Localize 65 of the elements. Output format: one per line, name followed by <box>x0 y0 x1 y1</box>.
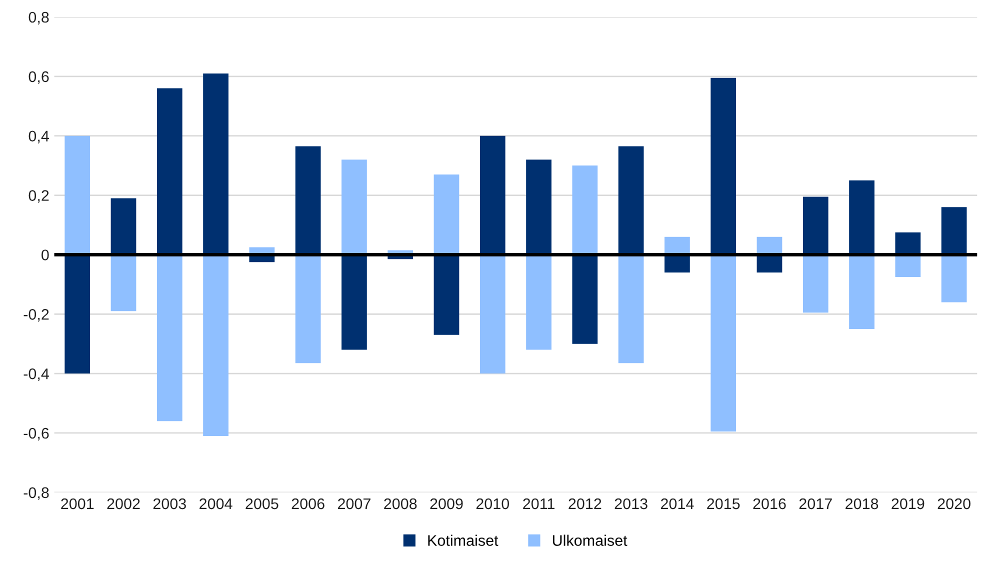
y-tick-label: -0,6 <box>24 428 49 440</box>
x-tick-label: 2011 <box>523 498 554 510</box>
x-tick-label: 2001 <box>61 498 94 510</box>
bar <box>434 174 460 255</box>
x-tick-label: 2013 <box>614 498 648 510</box>
x-tick-label: 2006 <box>292 498 324 510</box>
bar <box>849 254 874 329</box>
bar <box>64 136 90 255</box>
y-tick-label: -0,2 <box>24 309 49 322</box>
y-tick-label: 0 <box>42 250 49 260</box>
x-tick-label: 2009 <box>430 498 463 510</box>
bar <box>849 180 874 255</box>
bar <box>895 232 921 255</box>
x-tick-label: 2014 <box>660 498 694 510</box>
bar <box>295 254 321 364</box>
bar <box>941 207 967 255</box>
bar <box>941 254 967 302</box>
x-tick-label: 2005 <box>246 498 278 510</box>
x-tick-label: 2008 <box>384 498 417 510</box>
bar <box>526 254 552 350</box>
bar <box>480 254 506 374</box>
x-tick-label: 2015 <box>707 498 740 510</box>
x-tick-label: 2016 <box>753 498 786 510</box>
y-tick-label: 0,2 <box>28 190 49 203</box>
bar <box>710 78 736 255</box>
bar <box>664 254 690 273</box>
y-tick-label: 0,4 <box>28 130 49 144</box>
legend-label: Ulkomaiset <box>552 534 628 546</box>
x-tick-label: 2002 <box>107 498 140 510</box>
bar <box>203 254 228 436</box>
y-tick-label: -0,4 <box>24 368 49 382</box>
bar <box>342 160 367 255</box>
bar <box>895 254 921 277</box>
bar <box>110 198 136 255</box>
bar <box>480 136 506 255</box>
x-tick-label: 2007 <box>338 498 370 510</box>
y-tick-label: -0,8 <box>24 487 49 500</box>
bar <box>110 254 136 312</box>
x-tick-label: 2003 <box>153 498 186 510</box>
bar <box>664 236 690 255</box>
y-tick-label: 0,8 <box>28 12 49 24</box>
bar <box>572 254 598 344</box>
bar <box>572 166 598 255</box>
bar <box>710 254 736 432</box>
x-tick-label: 2018 <box>846 498 878 510</box>
bar <box>156 254 182 422</box>
bar <box>618 146 644 255</box>
bar <box>295 146 321 255</box>
bar <box>342 254 367 350</box>
bar <box>156 88 182 255</box>
bar <box>64 254 90 374</box>
bar <box>802 254 828 313</box>
x-tick-label: 2004 <box>200 498 232 510</box>
legend-label: Kotimaiset <box>428 534 498 546</box>
bar <box>802 196 828 255</box>
y-tick-label: 0,6 <box>28 71 49 84</box>
bar <box>434 254 460 335</box>
bar <box>203 73 228 255</box>
x-tick-label: 2012 <box>568 498 602 510</box>
x-tick-label: 2019 <box>892 498 924 510</box>
x-tick-label: 2017 <box>799 498 832 510</box>
x-tick-label: 2020 <box>938 498 970 510</box>
bar <box>526 160 552 255</box>
bar <box>618 254 644 364</box>
x-tick-label: 2010 <box>476 498 510 510</box>
